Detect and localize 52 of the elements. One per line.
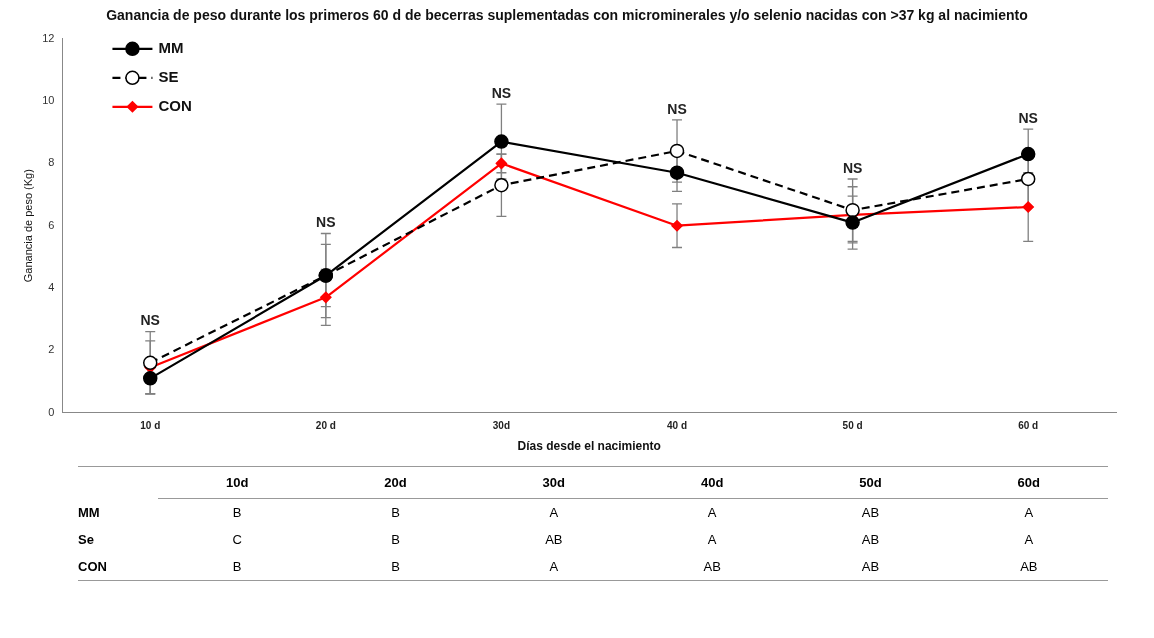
x-tick-label: 10d <box>158 466 317 499</box>
text: C <box>232 532 242 547</box>
x-tick-label: 60d <box>949 466 1108 499</box>
text: AB <box>545 532 563 547</box>
x-tick-label: 20 d <box>315 420 336 432</box>
text: A <box>1024 532 1034 547</box>
text: AB <box>861 559 880 574</box>
y-tick-label: 8 <box>48 156 55 169</box>
text: AB <box>861 505 880 520</box>
x-axis-title: Días desde el nacimiento <box>517 439 661 454</box>
annotation: NS <box>491 85 512 102</box>
text: B <box>391 559 400 574</box>
y-tick-label: CON <box>78 558 108 576</box>
y-tick-label: 12 <box>42 31 55 44</box>
y-axis-title: Ganancia de peso (Kg) <box>21 169 34 283</box>
text: A <box>707 532 717 547</box>
x-tick-label: 50 d <box>842 420 863 432</box>
x-tick-label: 50d <box>791 466 950 499</box>
text: B <box>391 532 400 547</box>
y-tick-label: 2 <box>48 343 55 356</box>
text: AB <box>861 532 880 547</box>
y-tick-label: 10 <box>42 94 55 107</box>
text: A <box>707 505 717 520</box>
text: A <box>1024 505 1034 520</box>
text: A <box>549 505 559 520</box>
y-tick-label: 0 <box>48 405 55 418</box>
y-tick-label: MM <box>78 503 101 522</box>
x-tick-label: 20d <box>316 466 475 499</box>
y-tick-label: Se <box>78 531 95 549</box>
text: AB <box>1020 559 1038 574</box>
y-tick-label: 4 <box>48 281 55 294</box>
legend-label: SE <box>158 67 179 85</box>
text: B <box>232 505 242 520</box>
y-tick-label: 6 <box>48 218 55 231</box>
text: AB <box>703 559 721 574</box>
legend-label: MM <box>158 38 184 56</box>
legend-label: CON <box>158 96 192 114</box>
x-tick-label: 40 d <box>667 420 688 432</box>
text: A <box>549 559 559 574</box>
x-tick-label: 60 d <box>1018 420 1039 432</box>
annotation: NS <box>1018 109 1038 126</box>
annotation: NS <box>316 214 336 231</box>
x-tick-label: 10 d <box>140 420 161 432</box>
text: B <box>391 505 400 520</box>
text: B <box>232 559 242 574</box>
x-tick-label: 40d <box>632 466 792 499</box>
annotation: NS <box>667 100 687 117</box>
x-tick-label: 30d <box>474 466 633 499</box>
x-tick-label: 30d <box>492 420 511 432</box>
chart-title: Ganancia de peso durante los primeros 60 d de becerras suplementadas con microminerales y/o selenio nacidas con >37 kg al nacimiento <box>106 7 1028 24</box>
annotation: NS <box>140 312 160 329</box>
annotation: NS <box>842 159 863 176</box>
